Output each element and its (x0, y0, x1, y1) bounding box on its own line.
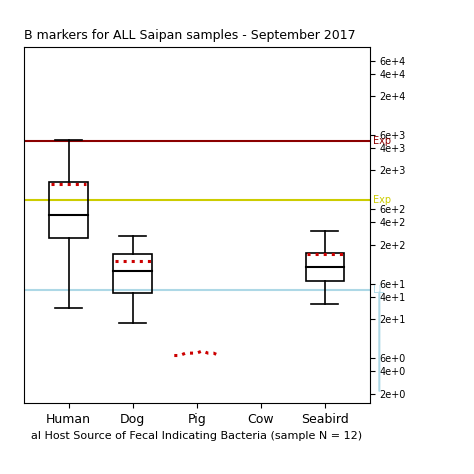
Text: LL: LL (373, 284, 384, 295)
Bar (113, 254, 152, 293)
Bar (306, 253, 344, 281)
Bar (49, 182, 88, 237)
Text: B markers for ALL Saipan samples - September 2017: B markers for ALL Saipan samples - Septe… (24, 29, 355, 42)
Text: Exp: Exp (373, 136, 392, 146)
X-axis label: al Host Source of Fecal Indicating Bacteria (sample N = 12): al Host Source of Fecal Indicating Bacte… (31, 431, 362, 441)
Text: Exp: Exp (373, 195, 392, 205)
